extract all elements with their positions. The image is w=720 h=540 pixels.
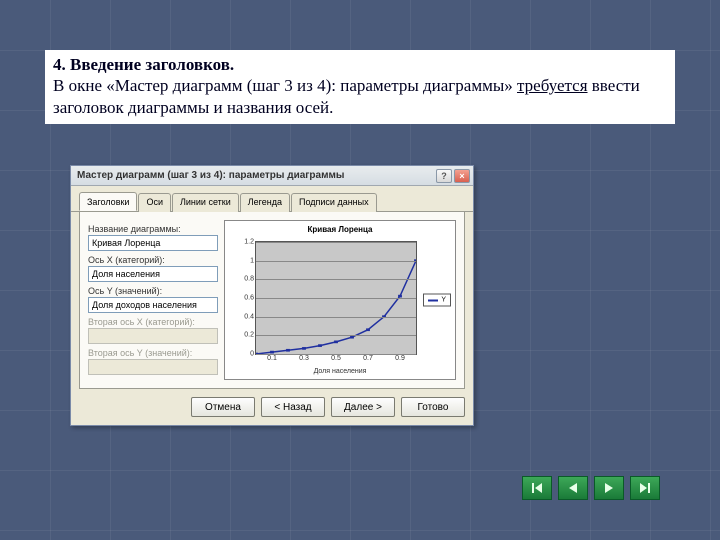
dialog-button-row: Отмена < Назад Далее > Готово (71, 389, 473, 425)
dialog-title: Мастер диаграмм (шаг 3 из 4): параметры … (77, 170, 434, 181)
chart-title-input[interactable] (88, 235, 218, 251)
slide-nav-buttons (522, 476, 660, 500)
nav-next-button[interactable] (594, 476, 624, 500)
axis-y2-input (88, 359, 218, 375)
close-button[interactable]: × (454, 169, 470, 183)
gridline (256, 242, 416, 243)
slide-body-before: В окне «Мастер диаграмм (шаг 3 из 4): па… (53, 76, 517, 95)
nav-prev-icon (565, 481, 581, 495)
chart-plot-area: 00.20.40.60.811.20.10.30.50.70.9 (255, 241, 417, 355)
legend-label: Y (441, 297, 446, 304)
tab-legend[interactable]: Легенда (240, 193, 290, 212)
dialog-titlebar[interactable]: Мастер диаграмм (шаг 3 из 4): параметры … (71, 166, 473, 186)
slide-body-underline: требуется (517, 76, 588, 95)
y-tick-label: 0.8 (238, 276, 256, 283)
chart-wizard-dialog: Мастер диаграмм (шаг 3 из 4): параметры … (70, 165, 474, 426)
dialog-body: Название диаграммы: Ось X (категорий): О… (79, 212, 465, 389)
y-tick-label: 0 (238, 351, 256, 358)
next-button[interactable]: Далее > (331, 397, 395, 417)
gridline (256, 279, 416, 280)
y-tick-label: 1 (238, 257, 256, 264)
close-icon: × (459, 171, 464, 181)
gridline (256, 261, 416, 262)
axis-y-label: Ось Y (значений): (88, 286, 218, 296)
chart-title-label: Название диаграммы: (88, 224, 218, 234)
tab-gridlines[interactable]: Линии сетки (172, 193, 239, 212)
chart-preview: Кривая Лоренца Доля доходов населения 00… (224, 220, 456, 380)
nav-first-icon (529, 481, 545, 495)
gridline (256, 298, 416, 299)
form-column: Название диаграммы: Ось X (категорий): О… (88, 220, 218, 380)
nav-last-icon (637, 481, 653, 495)
gridline (256, 317, 416, 318)
y-tick-label: 0.4 (238, 313, 256, 320)
chart-xlabel: Доля населения (225, 368, 455, 375)
y-tick-label: 0.2 (238, 332, 256, 339)
y-tick-label: 1.2 (238, 239, 256, 246)
tab-titles[interactable]: Заголовки (79, 192, 137, 211)
nav-prev-button[interactable] (558, 476, 588, 500)
chart-preview-title: Кривая Лоренца (225, 225, 455, 234)
axis-x-input[interactable] (88, 266, 218, 282)
x-tick-label: 0.3 (299, 354, 309, 362)
slide-text-box: 4. Введение заголовков. В окне «Мастер д… (45, 50, 675, 124)
legend-swatch (428, 299, 438, 301)
tab-bar: Заголовки Оси Линии сетки Легенда Подпис… (71, 186, 473, 212)
axis-y-input[interactable] (88, 297, 218, 313)
help-button[interactable]: ? (436, 169, 452, 183)
tab-datalabels[interactable]: Подписи данных (291, 193, 377, 212)
slide-heading: 4. Введение заголовков. (53, 55, 234, 74)
x-tick-label: 0.5 (331, 354, 341, 362)
chart-legend: Y (423, 294, 451, 307)
axis-y2-label: Вторая ось Y (значений): (88, 348, 218, 358)
gridline (256, 335, 416, 336)
finish-button[interactable]: Готово (401, 397, 465, 417)
nav-next-icon (601, 481, 617, 495)
tab-axes[interactable]: Оси (138, 193, 171, 212)
nav-last-button[interactable] (630, 476, 660, 500)
axis-x-label: Ось X (категорий): (88, 255, 218, 265)
cancel-button[interactable]: Отмена (191, 397, 255, 417)
nav-first-button[interactable] (522, 476, 552, 500)
y-tick-label: 0.6 (238, 295, 256, 302)
x-tick-label: 0.1 (267, 354, 277, 362)
help-icon: ? (441, 171, 447, 181)
x-tick-label: 0.9 (395, 354, 405, 362)
axis-x2-input (88, 328, 218, 344)
x-tick-label: 0.7 (363, 354, 373, 362)
back-button[interactable]: < Назад (261, 397, 325, 417)
axis-x2-label: Вторая ось X (категорий): (88, 317, 218, 327)
